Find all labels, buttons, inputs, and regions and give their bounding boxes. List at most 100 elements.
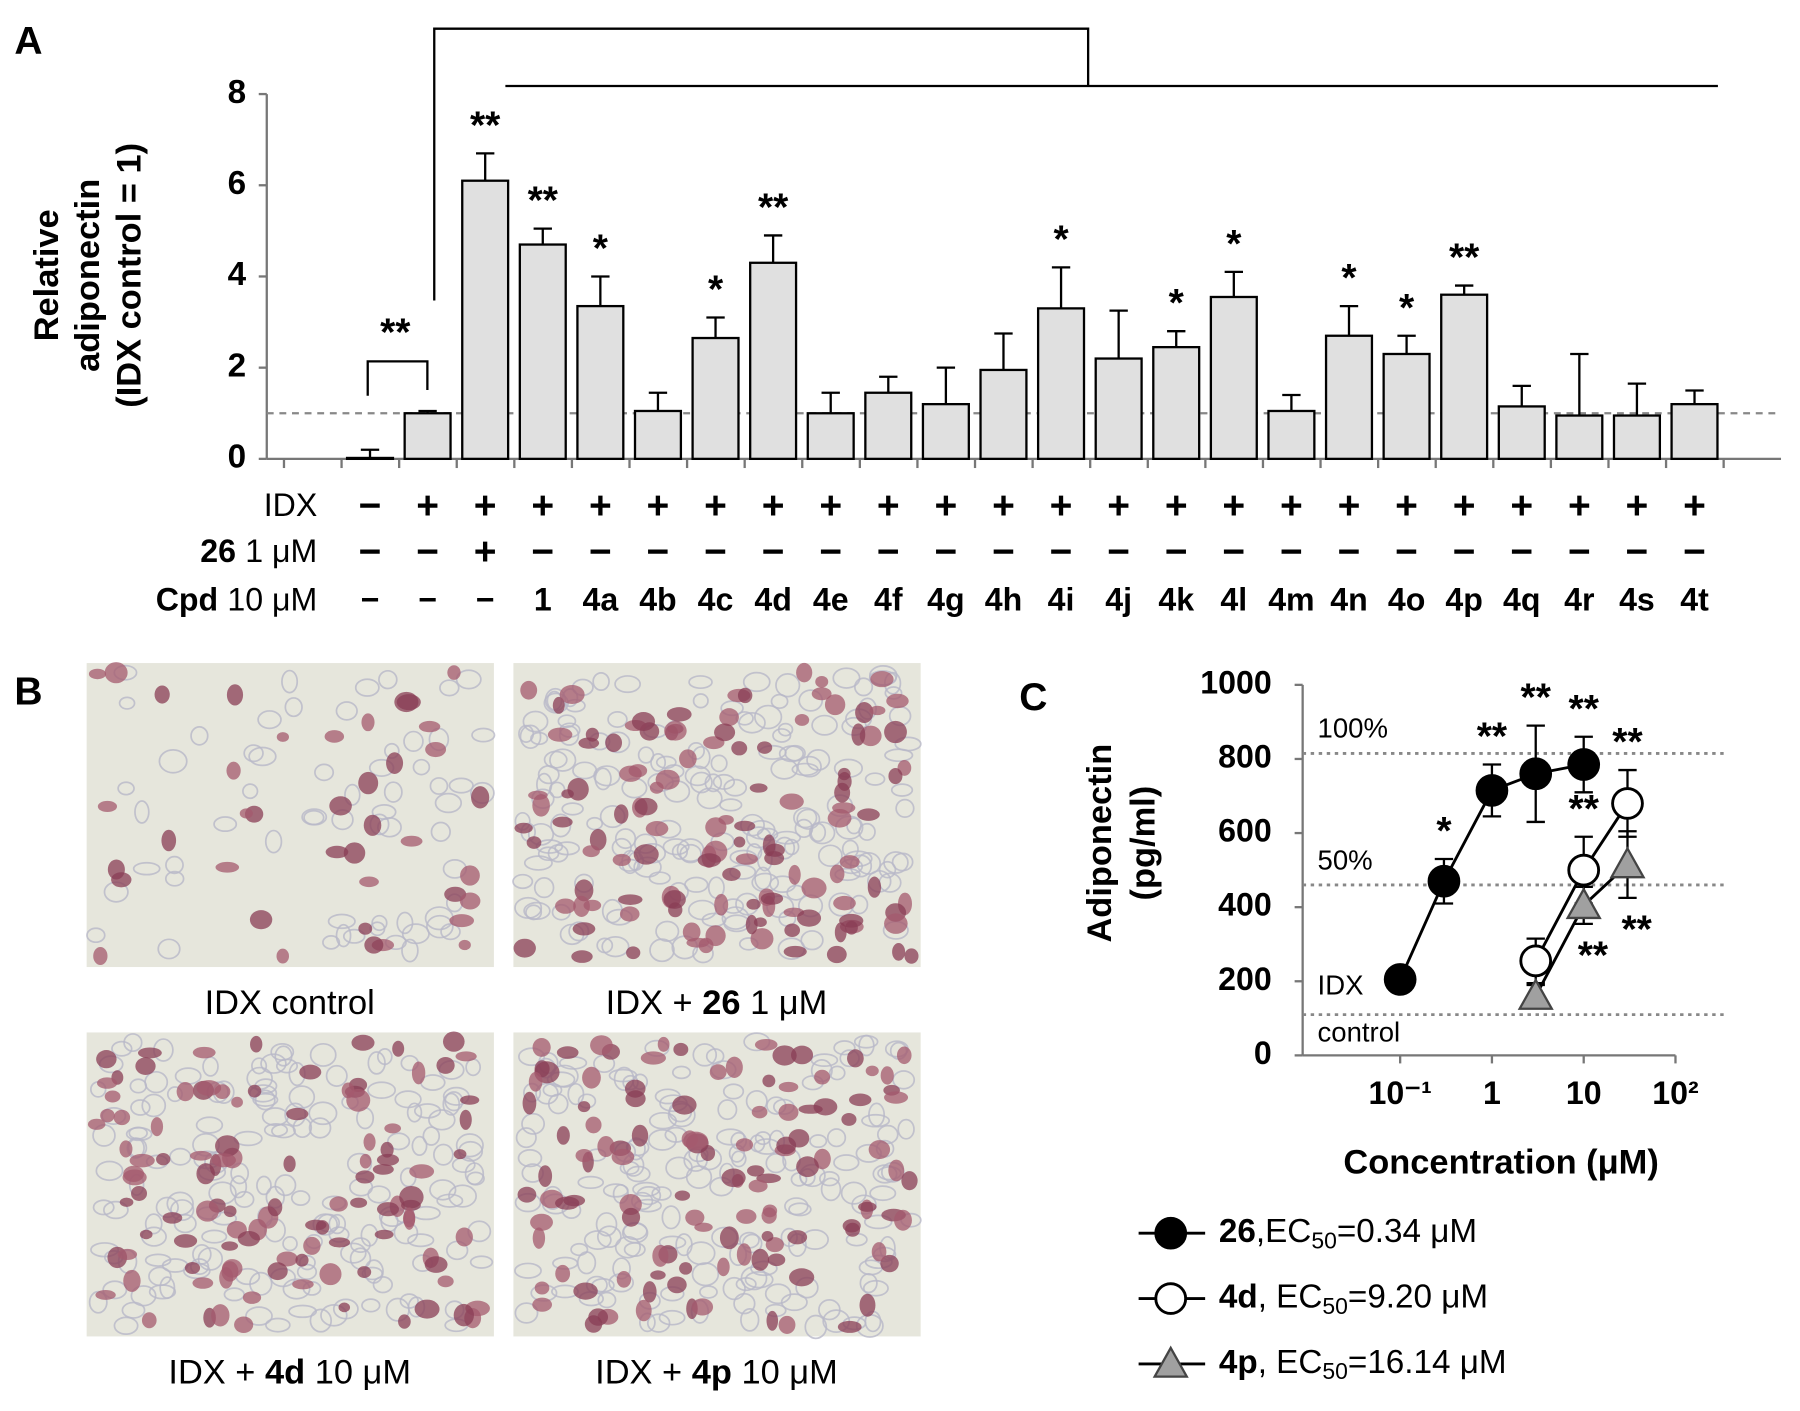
y-tick-label: 0: [1254, 1035, 1272, 1071]
category-label: 4t: [1680, 582, 1709, 618]
cell: [798, 689, 824, 712]
stained-cell: [796, 909, 822, 927]
cell: [770, 693, 789, 710]
condition-cell: −: [819, 530, 842, 573]
stained-cell: [714, 893, 729, 916]
cell: [864, 772, 886, 786]
cell: [243, 744, 264, 763]
stained-cell: [668, 902, 683, 918]
marker: [1519, 757, 1553, 791]
y-tick-label: 4: [228, 256, 247, 293]
stained-cell: [839, 855, 860, 869]
cell: [820, 1177, 842, 1202]
row-label: Cpd 10 μM: [156, 582, 317, 618]
stained-cell: [453, 1303, 474, 1327]
cell: [308, 1117, 332, 1139]
panel-label: C: [1019, 676, 1047, 719]
stained-cell: [851, 723, 866, 746]
cell: [367, 1051, 386, 1075]
stained-cell: [884, 913, 908, 934]
stained-cell: [894, 1209, 912, 1231]
cell: [754, 866, 772, 891]
cell: [853, 677, 874, 697]
cell: [117, 781, 135, 796]
marker: [1565, 886, 1602, 920]
cell: [322, 935, 341, 950]
cell: [897, 1118, 915, 1140]
stained-cell: [123, 1269, 141, 1292]
condition-cell: −: [416, 530, 439, 573]
cell: [271, 1123, 296, 1139]
stained-cell: [772, 1045, 797, 1066]
stained-cell: [801, 877, 827, 899]
stained-cell: [459, 1109, 472, 1130]
stained-cell: [276, 732, 289, 742]
reference-label: 100%: [1318, 713, 1388, 744]
x-tick-label: 10: [1566, 1075, 1602, 1111]
bar: [691, 336, 740, 461]
cell: [242, 783, 259, 800]
stained-cell: [131, 1185, 148, 1201]
x-tick-label: 1: [1483, 1075, 1501, 1111]
bar: [1497, 405, 1546, 461]
row-label: IDX: [264, 488, 318, 524]
stained-cell: [845, 1222, 861, 1237]
cell: [614, 675, 642, 694]
stained-cell: [532, 1227, 546, 1249]
cell: [523, 901, 551, 921]
stained-cell: [380, 1141, 394, 1158]
cell: [367, 1185, 391, 1204]
cell: [661, 1205, 681, 1230]
stained-cell: [104, 1090, 121, 1103]
cell: [308, 1101, 338, 1126]
cell: [876, 1124, 899, 1145]
stained-cell: [343, 842, 366, 864]
stained-cell: [747, 1165, 765, 1177]
cell: [383, 781, 403, 803]
cell: [784, 1197, 809, 1216]
stained-cell: [239, 808, 253, 819]
reference-label: control: [1318, 1016, 1401, 1047]
legend-text: 50: [1311, 1227, 1337, 1253]
significance-label: **: [528, 180, 559, 223]
cell: [817, 844, 843, 867]
cell: [148, 1284, 177, 1300]
stained-cell: [833, 895, 856, 911]
stained-cell: [582, 845, 600, 858]
category-label: 4g: [927, 582, 964, 618]
stained-cell: [783, 945, 807, 958]
cell: [86, 927, 106, 944]
cell: [692, 693, 709, 709]
stained-cell: [87, 1118, 106, 1130]
stained-cell: [611, 1148, 635, 1166]
cell: [626, 1165, 651, 1183]
cell: [448, 777, 474, 794]
cell: [275, 1058, 299, 1074]
stained-cell: [173, 1234, 198, 1248]
stained-cell: [119, 1140, 133, 1158]
category-label: 4n: [1330, 582, 1367, 618]
stained-cell: [442, 1031, 465, 1052]
stained-cell: [141, 1312, 157, 1329]
cell: [689, 771, 713, 794]
stained-cell: [460, 865, 480, 886]
stained-cell: [880, 1066, 894, 1085]
stained-cell: [555, 898, 576, 914]
cell: [229, 1175, 248, 1199]
cell: [234, 1190, 255, 1208]
bar: [1440, 293, 1489, 461]
cell: [895, 798, 915, 818]
cell: [301, 808, 328, 826]
stained-cell: [735, 853, 758, 865]
cell: [596, 937, 614, 954]
category-label: 4q: [1503, 582, 1540, 618]
cell: [595, 1212, 618, 1237]
stained-cell: [319, 1263, 342, 1286]
stained-cell: [139, 1229, 153, 1240]
cell: [284, 697, 303, 718]
stained-cell: [376, 1153, 400, 1166]
stained-cell: [597, 1135, 615, 1158]
cell: [764, 1283, 792, 1305]
marker: [1567, 853, 1601, 887]
condition-cell: +: [1107, 484, 1130, 527]
